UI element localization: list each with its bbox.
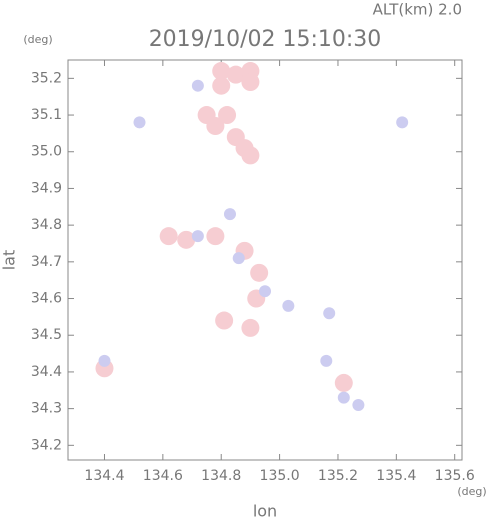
y-tick-label: 35.0 [31, 144, 62, 160]
echo [259, 285, 271, 298]
echo [226, 65, 245, 84]
echo [98, 354, 111, 367]
echo [241, 73, 260, 92]
echo [250, 263, 269, 282]
y-tick-label: 35.2 [31, 70, 62, 86]
echo [337, 391, 350, 404]
y-tick-label: 34.2 [31, 437, 62, 453]
echo [212, 62, 231, 81]
echo [218, 106, 237, 125]
echo [396, 116, 409, 129]
echo [206, 227, 225, 246]
echo [232, 252, 245, 265]
echo [133, 116, 146, 129]
x-tick-label: 134.6 [143, 468, 183, 484]
y-tick-label: 34.9 [31, 180, 62, 196]
echo [191, 79, 204, 92]
plot-frame [67, 59, 463, 461]
echo [206, 117, 225, 136]
y-tick-label: 34.8 [31, 217, 62, 233]
x-tick-label: 134.4 [84, 468, 124, 484]
y-tick-label: 34.6 [31, 291, 62, 307]
x-unit: (deg) [457, 485, 486, 498]
echo [320, 354, 333, 367]
echo [241, 146, 260, 165]
x-tick-label: 135.0 [260, 468, 300, 484]
x-tick-label: 135.6 [435, 468, 475, 484]
echo [212, 76, 231, 95]
y-tick-label: 34.5 [31, 327, 62, 343]
echo [282, 299, 295, 312]
x-tick-label: 135.2 [318, 468, 358, 484]
echo [241, 318, 260, 337]
y-tick-label: 34.4 [31, 364, 62, 380]
x-tick-label: 134.8 [201, 468, 241, 484]
y-axis-label: lat [0, 250, 19, 271]
echo [177, 230, 196, 249]
echo [191, 230, 204, 243]
echo [215, 311, 234, 330]
echo [352, 398, 365, 411]
chart-subtitle: ALT(km) 2.0 [373, 1, 462, 19]
echo [334, 373, 353, 392]
y-tick-label: 34.7 [31, 254, 62, 270]
echo [323, 307, 336, 320]
echo [223, 208, 236, 221]
y-tick-label: 35.1 [31, 107, 62, 123]
echo [159, 227, 178, 246]
x-axis-label: lon [253, 502, 277, 521]
chart-title: 2019/10/02 15:10:30 [149, 27, 382, 52]
x-tick-label: 135.4 [376, 468, 416, 484]
y-tick-label: 34.3 [31, 401, 62, 417]
y-unit: (deg) [23, 33, 52, 46]
